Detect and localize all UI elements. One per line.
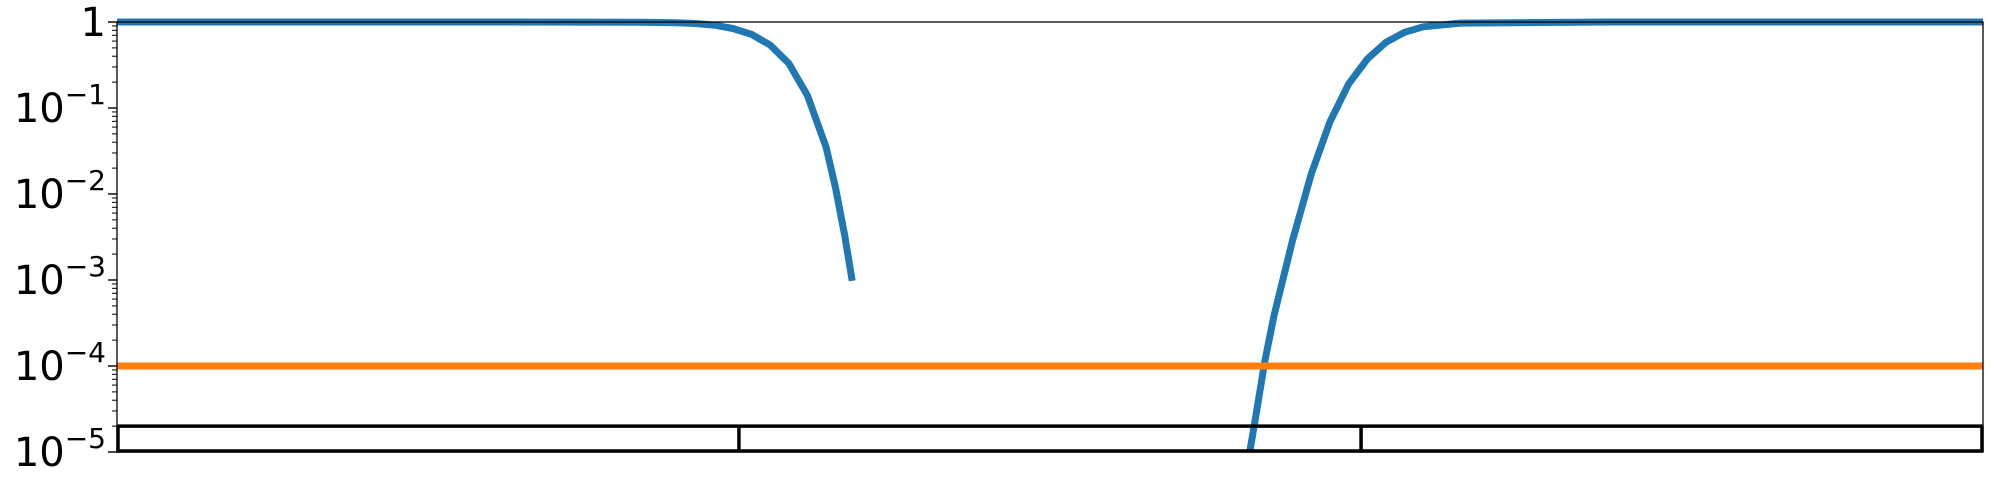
series-layer bbox=[117, 18, 1983, 453]
y-tick-labels: 1 10−1 10−2 10−3 10−4 10−5 bbox=[14, 0, 106, 476]
y-tick-label: 10−3 bbox=[14, 250, 106, 304]
bar-track bbox=[116, 424, 1984, 453]
y-tick-label: 10−1 bbox=[14, 78, 106, 132]
series-line-1 bbox=[117, 18, 1983, 453]
y-minor-ticks bbox=[112, 25, 117, 427]
y-tick-label: 10−2 bbox=[14, 164, 106, 218]
plot-frame bbox=[116, 21, 1984, 453]
y-tick-label: 10−5 bbox=[14, 422, 106, 476]
y-major-ticks bbox=[108, 21, 117, 453]
y-tick-label: 1 bbox=[81, 0, 106, 46]
y-tick-label: 10−4 bbox=[14, 336, 106, 390]
